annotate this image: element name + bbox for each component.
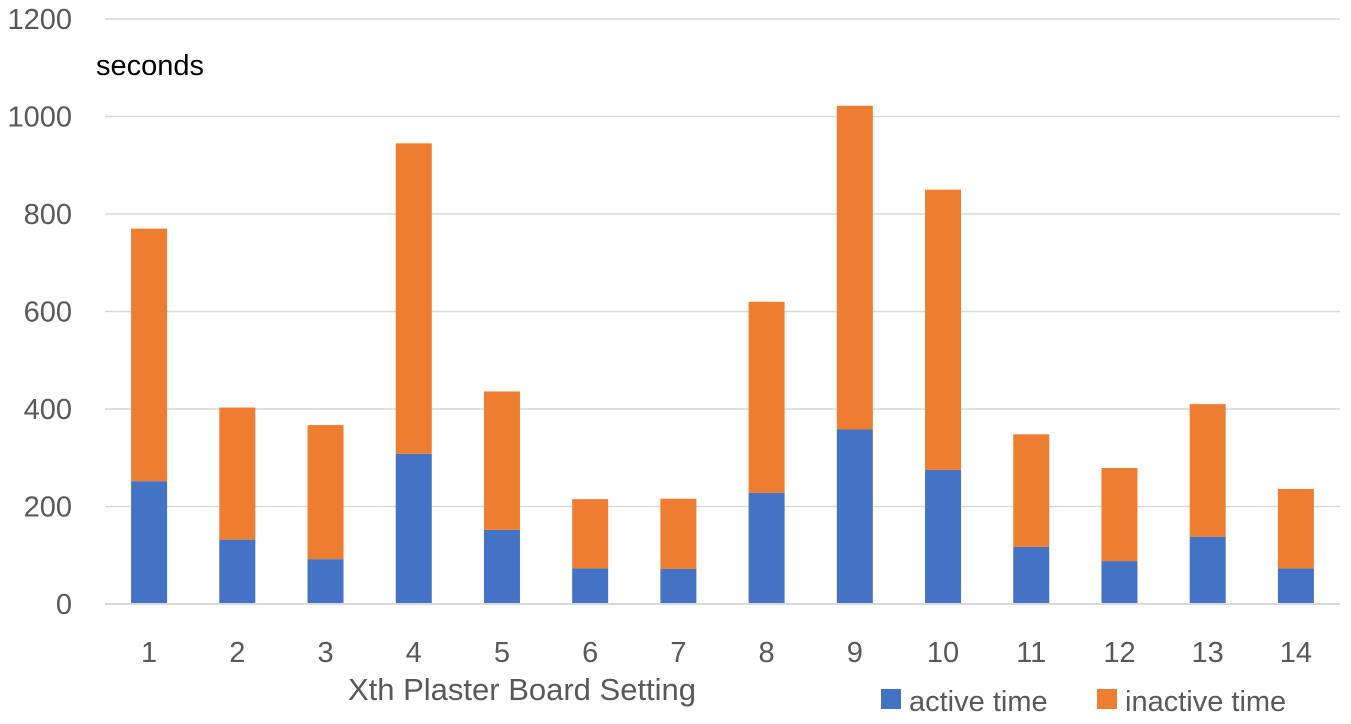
bar-active-time-4 <box>395 453 432 604</box>
legend-swatch-inactive-time <box>1097 689 1117 709</box>
bars <box>131 105 1314 604</box>
x-tick-label: 1 <box>141 637 157 669</box>
bar-inactive-time-5 <box>483 391 520 530</box>
gridlines <box>105 18 1340 508</box>
x-tick-label: 9 <box>847 637 863 669</box>
legend-label-inactive-time: inactive time <box>1125 686 1286 718</box>
bar-inactive-time-14 <box>1277 488 1314 569</box>
bar-inactive-time-11 <box>1013 434 1050 547</box>
bar-inactive-time-4 <box>395 143 432 454</box>
y-tick-label: 800 <box>24 199 72 231</box>
x-axis-tick-labels: 1 2 3 4 5 6 7 8 9 10 11 12 13 14 <box>141 637 1312 669</box>
bar-inactive-time-12 <box>1101 467 1138 562</box>
bar-inactive-time-1 <box>131 228 168 482</box>
bar-active-time-9 <box>836 429 873 604</box>
x-tick-label: 2 <box>229 637 245 669</box>
bar-inactive-time-9 <box>836 105 873 430</box>
x-tick-label: 5 <box>494 637 510 669</box>
y-tick-label: 200 <box>24 492 72 524</box>
x-tick-label: 10 <box>927 637 959 669</box>
legend-label-active-time: active time <box>909 686 1048 718</box>
x-tick-label: 8 <box>759 637 775 669</box>
y-tick-label: 1000 <box>7 102 72 134</box>
bar-inactive-time-6 <box>572 499 609 569</box>
bar-inactive-time-7 <box>660 498 697 569</box>
x-tick-label: 4 <box>406 637 422 669</box>
x-tick-label: 6 <box>582 637 598 669</box>
bar-active-time-10 <box>925 469 962 604</box>
y-tick-label: 600 <box>24 297 72 329</box>
bar-inactive-time-8 <box>748 301 785 493</box>
y-tick-label: 0 <box>56 589 72 621</box>
bar-active-time-13 <box>1189 536 1226 604</box>
y-axis-tick-labels: 0 200 400 600 800 1000 1200 <box>7 4 72 621</box>
x-tick-label: 13 <box>1192 637 1224 669</box>
x-axis-label: Xth Plaster Board Setting <box>348 672 696 707</box>
bar-active-time-7 <box>660 568 697 604</box>
bar-active-time-6 <box>572 568 609 604</box>
legend: active time inactive time <box>881 686 1286 718</box>
bar-active-time-3 <box>307 559 344 604</box>
bar-inactive-time-3 <box>307 425 344 560</box>
y-axis-label: seconds <box>96 50 204 82</box>
y-tick-label: 400 <box>24 394 72 426</box>
y-tick-label: 1200 <box>7 4 72 36</box>
bar-inactive-time-13 <box>1189 404 1226 537</box>
x-tick-label: 7 <box>670 637 686 669</box>
x-tick-label: 14 <box>1280 637 1312 669</box>
legend-swatch-active-time <box>881 689 901 709</box>
bar-active-time-8 <box>748 492 785 604</box>
bar-active-time-2 <box>219 539 256 604</box>
bar-active-time-11 <box>1013 546 1050 604</box>
bar-active-time-5 <box>483 529 520 604</box>
bar-active-time-1 <box>131 481 168 604</box>
bar-inactive-time-2 <box>219 407 256 540</box>
x-tick-label: 3 <box>317 637 333 669</box>
x-tick-label: 11 <box>1016 637 1046 669</box>
bar-active-time-12 <box>1101 561 1138 604</box>
x-tick-label: 12 <box>1103 637 1135 669</box>
bar-active-time-14 <box>1277 568 1314 604</box>
bar-inactive-time-10 <box>925 189 962 470</box>
